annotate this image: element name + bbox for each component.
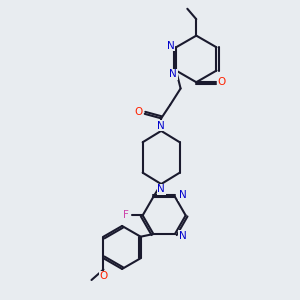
Text: N: N [169,69,177,79]
Text: N: N [157,121,165,130]
Text: O: O [218,77,226,87]
Text: O: O [99,271,108,281]
Text: N: N [157,184,165,194]
Text: N: N [178,190,186,200]
Text: F: F [123,210,129,220]
Text: N: N [167,41,175,51]
Text: N: N [178,230,186,241]
Text: O: O [135,107,143,117]
